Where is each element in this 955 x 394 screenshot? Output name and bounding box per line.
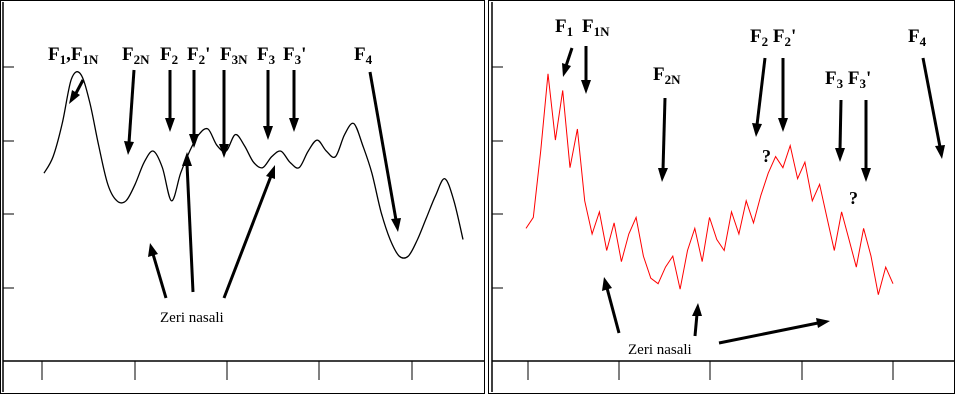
arrow (661, 97, 667, 171)
arrow-head (562, 63, 571, 77)
arrow-head (182, 152, 192, 166)
right-x-ticks (527, 361, 894, 380)
arrow (838, 99, 843, 151)
right-annotation-zeri-nasali: Zeri nasali (628, 342, 692, 358)
arrow-head (835, 148, 845, 162)
arrow (693, 313, 699, 337)
left-annotation-zeri-nasali: Zeri nasali (160, 310, 224, 326)
right-y-ticks (492, 66, 503, 289)
arrow-head (148, 243, 158, 257)
arrow-head (816, 318, 830, 328)
left-arrows (69, 69, 401, 299)
arrow (222, 175, 273, 299)
arrow-head (165, 118, 175, 132)
arrow-head (289, 118, 299, 132)
left-x-ticks (41, 361, 413, 380)
arrow-head (861, 168, 871, 182)
left-series-line (43, 71, 464, 259)
left-y-ticks (3, 66, 14, 289)
arrow-head (658, 168, 668, 182)
right-question-mark: ? (762, 146, 771, 166)
arrow-head (581, 80, 591, 94)
arrow-head (219, 144, 229, 158)
arrow (755, 57, 767, 126)
arrow (185, 163, 195, 293)
right-arrows (562, 46, 945, 345)
arrow (921, 57, 942, 148)
arrow (368, 71, 398, 221)
arrow-head (124, 141, 134, 155)
arrow (564, 47, 574, 67)
left-label-f3p: F3' (283, 44, 306, 67)
arrow (127, 69, 136, 144)
arrow-head (69, 90, 80, 104)
arrow (151, 253, 168, 299)
right-series-line (525, 73, 894, 295)
arrow (718, 321, 819, 345)
arrow-head (602, 277, 612, 291)
left-label-f2p: F2' (187, 44, 210, 67)
arrow (605, 287, 621, 334)
arrow-head (935, 145, 945, 159)
arrow-head (391, 218, 401, 232)
arrow-head (266, 165, 275, 179)
right-frame (488, 0, 955, 394)
right-question-mark: ? (849, 188, 858, 208)
left-chart: F1,F1N F2N F2 F2' F3N F3 F3' F4 (0, 0, 485, 394)
right-chart: F1 F1N F2N F2 F2' F3 F3' F4 ? ? (488, 0, 955, 394)
arrow-head (189, 134, 199, 148)
arrow-head (752, 123, 762, 137)
arrow-head (692, 303, 702, 316)
arrow-head (263, 126, 273, 140)
arrow-head (778, 118, 788, 132)
left-frame (0, 0, 485, 394)
